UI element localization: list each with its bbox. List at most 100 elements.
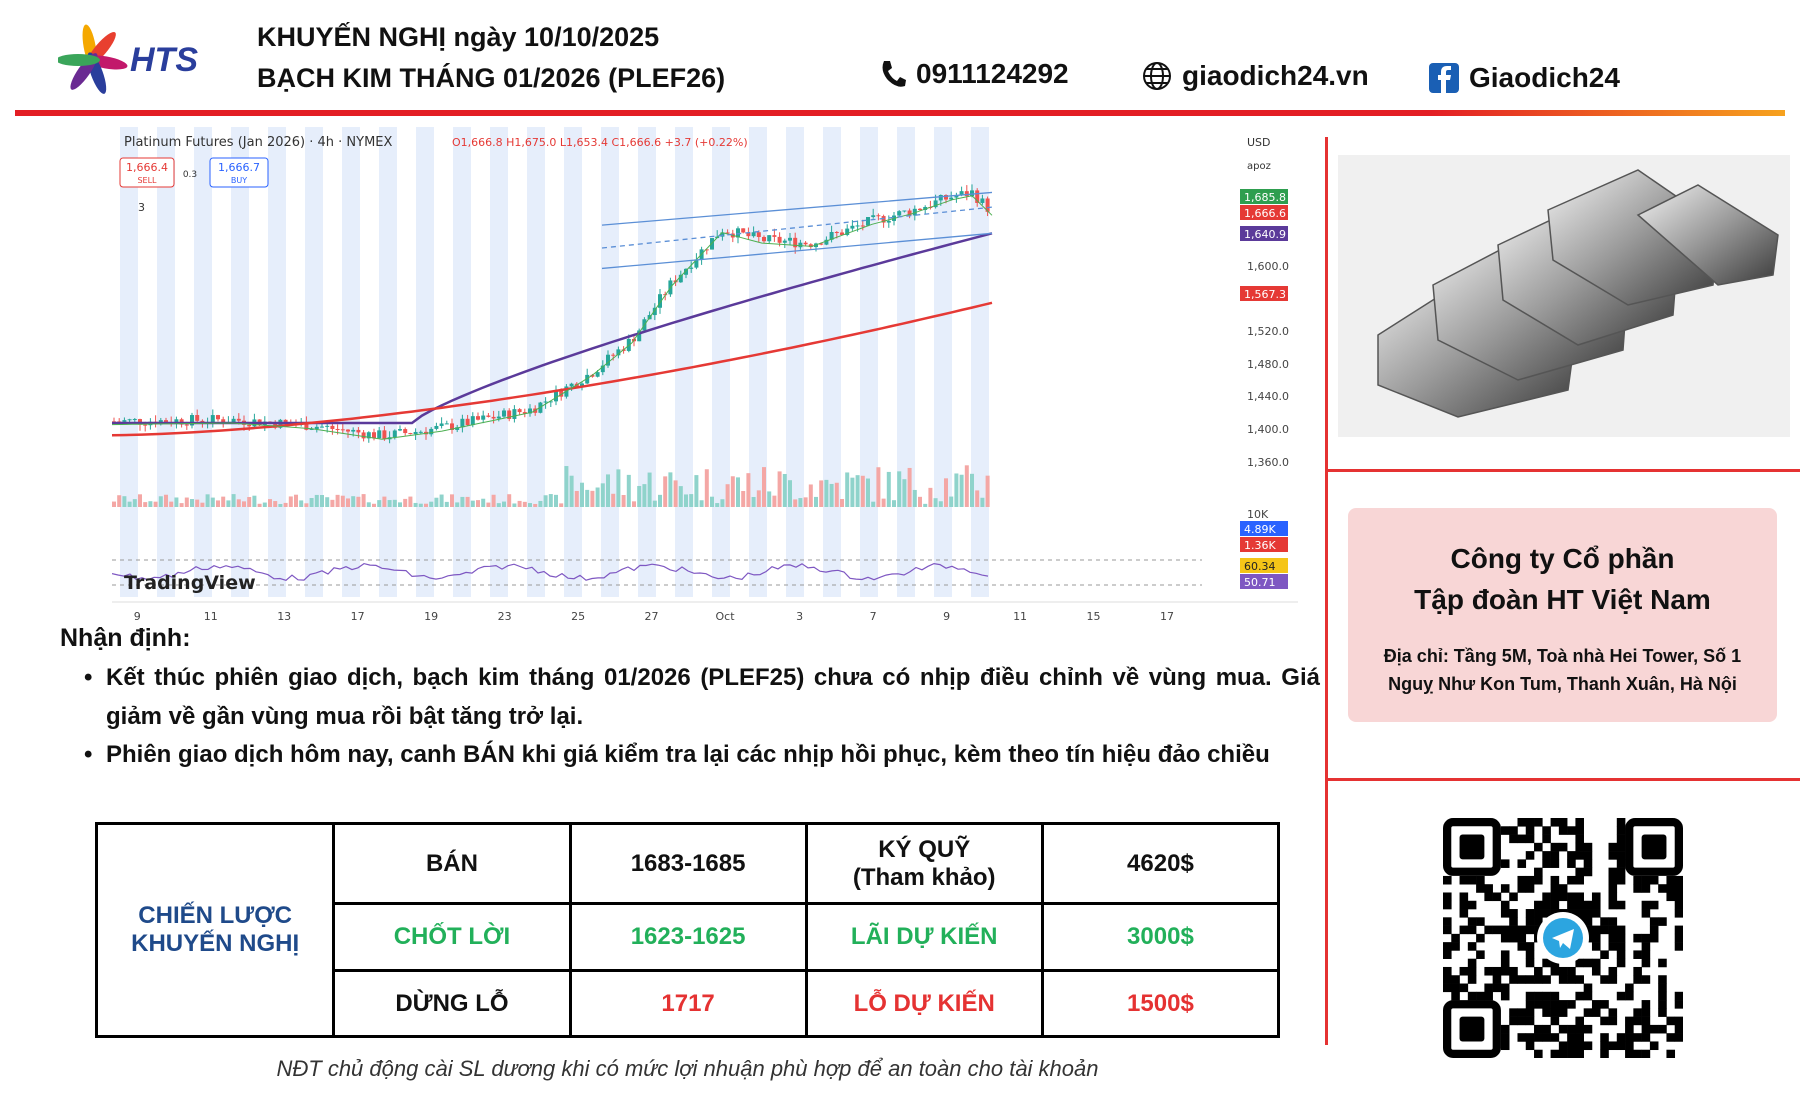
qr-module bbox=[1608, 966, 1618, 976]
volume-bar bbox=[283, 502, 288, 507]
candle-body bbox=[528, 408, 532, 414]
footer-note: NĐT chủ động cài SL dương khi có mức lợi… bbox=[276, 1056, 1099, 1081]
qr-module bbox=[1525, 1000, 1535, 1009]
qr-module bbox=[1649, 875, 1659, 885]
volume-bar bbox=[455, 502, 460, 507]
candle-body bbox=[408, 433, 413, 435]
qr-module bbox=[1633, 875, 1642, 885]
qr-module bbox=[1534, 975, 1543, 984]
volume-bar bbox=[564, 466, 569, 507]
candle-body bbox=[236, 418, 241, 421]
volume-bar bbox=[361, 494, 366, 507]
y-tick-label: 1,480.0 bbox=[1247, 358, 1289, 371]
qr-module bbox=[1674, 991, 1683, 1001]
qr-module bbox=[1658, 983, 1667, 993]
volume-bar bbox=[169, 501, 174, 507]
qr-module bbox=[1608, 892, 1618, 902]
qr-module bbox=[1591, 1008, 1601, 1017]
candle-body bbox=[746, 232, 751, 237]
qr-module bbox=[1509, 826, 1518, 835]
candle-body bbox=[361, 432, 366, 439]
volume-bar bbox=[678, 486, 683, 507]
volume-bar bbox=[736, 477, 740, 507]
qr-module bbox=[1583, 991, 1593, 1001]
x-tick-label: 27 bbox=[645, 610, 659, 623]
candle-body bbox=[772, 235, 777, 237]
qr-module bbox=[1666, 884, 1676, 893]
candle-body bbox=[231, 418, 236, 423]
volume-bar bbox=[496, 503, 501, 507]
volume-bar bbox=[689, 494, 694, 507]
candle-body bbox=[330, 425, 335, 429]
qr-module bbox=[1550, 1016, 1560, 1026]
logo: HTS bbox=[58, 24, 198, 94]
candle-body bbox=[132, 419, 137, 421]
volume-bar bbox=[398, 502, 402, 507]
qr-module bbox=[1567, 966, 1576, 976]
volume-bar bbox=[200, 502, 205, 507]
volume-bar bbox=[777, 471, 782, 507]
volume-bar bbox=[528, 503, 532, 507]
candle-body bbox=[762, 236, 766, 242]
volume-bar bbox=[606, 474, 610, 507]
qr-module bbox=[1443, 983, 1452, 993]
qr-module bbox=[1567, 826, 1576, 835]
candle-body bbox=[933, 200, 938, 208]
session-band bbox=[786, 127, 804, 597]
candle-body bbox=[897, 211, 902, 216]
qr-module bbox=[1509, 1008, 1518, 1017]
volume-bar bbox=[855, 475, 860, 507]
volume-bar bbox=[918, 496, 922, 507]
candle-body bbox=[741, 228, 746, 233]
candle-body bbox=[325, 425, 330, 427]
volume-bar bbox=[782, 473, 787, 507]
qr-module bbox=[1575, 1049, 1584, 1058]
candle-body bbox=[782, 240, 787, 243]
volume-bar bbox=[231, 494, 236, 507]
qr-module bbox=[1575, 1041, 1584, 1051]
company-name: Công ty Cổ phần Tập đoàn HT Việt Nam bbox=[1414, 543, 1711, 615]
candle-body bbox=[808, 244, 813, 248]
candle-body bbox=[694, 259, 699, 268]
volume-bar bbox=[122, 496, 127, 507]
title-line2: BẠCH KIM THÁNG 01/2026 (PLEF26) bbox=[257, 63, 726, 93]
volume-bar bbox=[850, 477, 855, 507]
qr-module bbox=[1591, 892, 1601, 902]
qr-module bbox=[1500, 826, 1510, 835]
volume-bar bbox=[793, 499, 798, 507]
qr-module bbox=[1467, 875, 1477, 885]
facebook: Giaodich24 bbox=[1429, 62, 1620, 94]
qr-module bbox=[1550, 1033, 1560, 1042]
volume-bar bbox=[164, 494, 168, 507]
volume-bar bbox=[387, 500, 392, 507]
qr-module bbox=[1476, 991, 1485, 1001]
spread: 0.3 bbox=[183, 170, 197, 180]
qr-module bbox=[1575, 909, 1584, 918]
volume-bar bbox=[190, 499, 194, 507]
x-tick-label: 3 bbox=[796, 610, 803, 623]
qr-module bbox=[1550, 875, 1560, 885]
candle-body bbox=[689, 267, 694, 269]
volume-bar bbox=[975, 490, 980, 507]
qr-module bbox=[1616, 851, 1626, 860]
qr-module bbox=[1542, 851, 1551, 860]
qr-module bbox=[1509, 933, 1518, 943]
qr-module bbox=[1641, 900, 1651, 910]
volume-bar bbox=[117, 495, 122, 507]
qr-module bbox=[1525, 884, 1535, 893]
volume-bar bbox=[184, 497, 189, 507]
cell: 3000$ bbox=[1040, 902, 1281, 972]
qr-module bbox=[1443, 966, 1452, 976]
volume-bar bbox=[886, 471, 891, 507]
volume-bar bbox=[798, 498, 803, 507]
candle-body bbox=[377, 430, 382, 439]
volume-bar bbox=[538, 500, 543, 507]
qr-module bbox=[1492, 966, 1502, 976]
qr-module bbox=[1608, 884, 1618, 893]
qr-module bbox=[1567, 900, 1576, 910]
qr-module bbox=[1641, 1016, 1651, 1026]
volume-bar bbox=[673, 480, 678, 507]
qr-module bbox=[1525, 942, 1535, 951]
volume-bar bbox=[902, 479, 907, 507]
volume-bar bbox=[912, 489, 917, 507]
